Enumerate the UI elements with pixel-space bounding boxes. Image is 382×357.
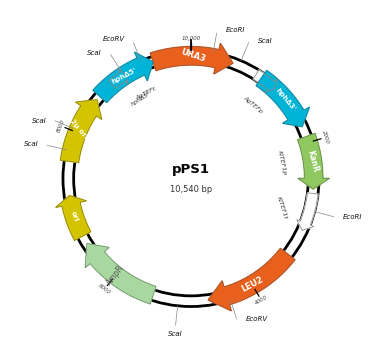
Text: ScaI: ScaI xyxy=(87,50,102,56)
Text: ScaI: ScaI xyxy=(31,118,46,124)
Polygon shape xyxy=(109,69,128,89)
Polygon shape xyxy=(208,248,295,311)
Polygon shape xyxy=(150,43,233,74)
Text: 2μ ori: 2μ ori xyxy=(69,118,89,140)
Polygon shape xyxy=(298,134,329,189)
Text: URA3: URA3 xyxy=(180,47,207,64)
Polygon shape xyxy=(253,70,277,92)
Text: hphΔ3': hphΔ3' xyxy=(274,87,296,112)
Text: 10,540 bp: 10,540 bp xyxy=(170,185,212,193)
Polygon shape xyxy=(60,100,102,163)
Polygon shape xyxy=(297,193,318,230)
Text: KiTEF1t: KiTEF1t xyxy=(276,196,288,220)
Text: ScaI: ScaI xyxy=(257,38,272,44)
Polygon shape xyxy=(56,196,91,240)
Text: hphΔ5': hphΔ5' xyxy=(130,91,152,106)
Text: AgTEFp: AgTEFp xyxy=(242,95,264,115)
Polygon shape xyxy=(256,70,309,127)
Text: ScaI: ScaI xyxy=(24,141,38,146)
Text: ori: ori xyxy=(70,210,79,222)
Text: EcoRV: EcoRV xyxy=(246,316,268,322)
Text: hphΔ5': hphΔ5' xyxy=(111,66,138,85)
Text: 6000: 6000 xyxy=(97,283,112,296)
Text: AgTEFt: AgTEFt xyxy=(135,86,157,101)
Text: LEU2: LEU2 xyxy=(240,275,265,294)
Polygon shape xyxy=(85,243,156,304)
Text: 2000: 2000 xyxy=(321,130,330,145)
Polygon shape xyxy=(93,52,153,102)
Text: AmpR: AmpR xyxy=(105,263,126,287)
Text: 10,000: 10,000 xyxy=(181,36,201,41)
Text: ScaI: ScaI xyxy=(168,331,183,337)
Text: KanR: KanR xyxy=(305,149,320,174)
Text: pPS1: pPS1 xyxy=(172,163,210,176)
Text: EcoRI: EcoRI xyxy=(342,214,362,220)
Text: 8000: 8000 xyxy=(56,119,66,133)
Text: KiTEF1p: KiTEF1p xyxy=(277,150,287,175)
Text: 4000: 4000 xyxy=(254,295,269,306)
Text: EcoRI: EcoRI xyxy=(225,27,245,32)
Text: EcoRV: EcoRV xyxy=(102,36,125,42)
